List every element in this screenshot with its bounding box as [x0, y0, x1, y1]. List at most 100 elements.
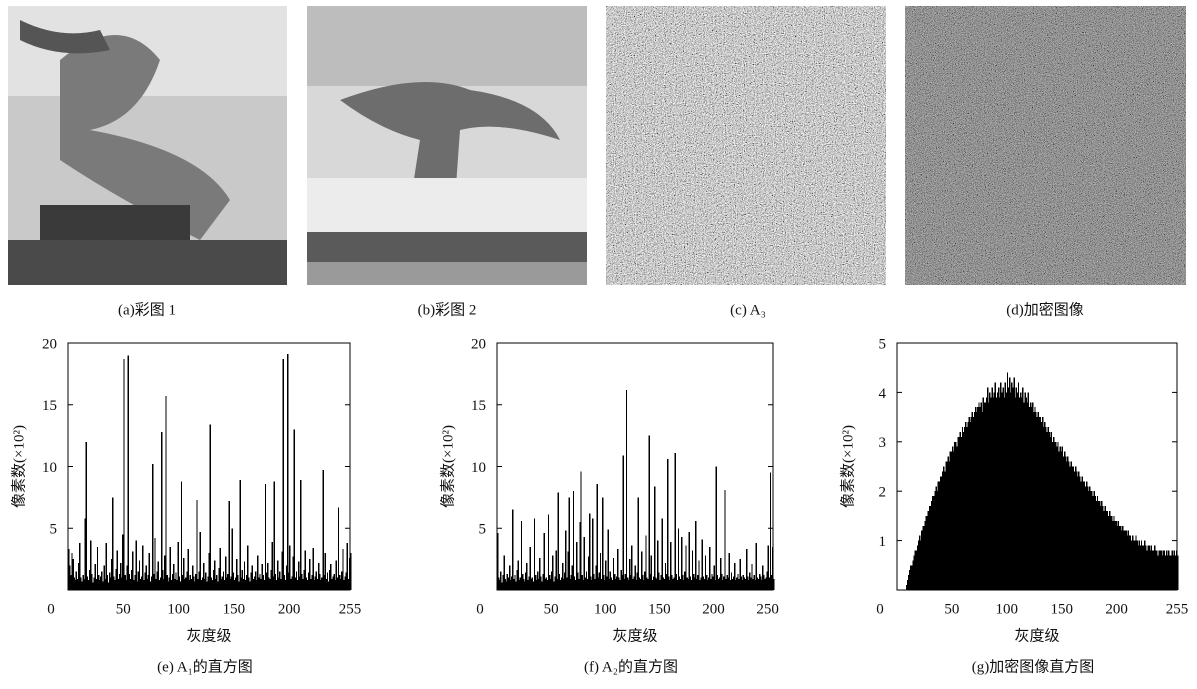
bar: [138, 560, 141, 590]
bar: [1018, 397, 1021, 590]
bar: [773, 578, 775, 590]
bar: [1026, 402, 1028, 590]
bar: [571, 565, 574, 590]
x-tick-label: 200: [1105, 601, 1128, 617]
bar: [514, 575, 516, 590]
bar: [188, 580, 190, 590]
bar: [129, 578, 132, 590]
bar: [546, 580, 549, 590]
bar: [985, 397, 988, 590]
bar: [1177, 555, 1179, 590]
bar: [280, 578, 282, 590]
bar: [969, 422, 971, 590]
bar: [252, 578, 255, 590]
bar: [613, 573, 616, 590]
bar: [343, 580, 345, 590]
bar: [1044, 422, 1046, 590]
bar: [209, 424, 211, 590]
bar: [177, 541, 179, 590]
bar: [107, 582, 110, 590]
bar: [70, 575, 72, 590]
bar: [278, 577, 280, 590]
bar: [1035, 412, 1037, 590]
bar: [1029, 402, 1032, 590]
x-tick-label: 100: [167, 601, 190, 617]
bar: [645, 535, 647, 590]
bar: [943, 466, 945, 590]
bar: [731, 578, 734, 590]
bar: [89, 570, 91, 590]
bar: [763, 575, 765, 590]
bar: [217, 581, 219, 590]
bar: [230, 576, 232, 590]
bar: [979, 407, 981, 590]
bar: [330, 564, 332, 590]
bar: [581, 575, 583, 590]
bar: [719, 557, 722, 590]
bar: [970, 417, 972, 590]
bar: [74, 580, 77, 590]
bar: [1129, 535, 1132, 590]
bar: [1152, 550, 1155, 590]
bar: [1097, 501, 1100, 590]
bar: [1050, 431, 1053, 590]
bar: [756, 577, 759, 590]
bar: [748, 580, 750, 590]
bar: [962, 431, 965, 590]
bar: [290, 578, 292, 590]
bar: [557, 492, 559, 590]
bar: [683, 580, 685, 590]
bar: [231, 528, 234, 590]
bar: [767, 545, 769, 590]
bar: [993, 392, 996, 590]
bar: [1162, 550, 1165, 590]
bar: [550, 578, 552, 590]
bar: [261, 564, 263, 590]
bar: [289, 545, 291, 590]
bar: [81, 581, 83, 590]
image-c: [606, 6, 886, 285]
bar: [594, 578, 596, 590]
bar: [1084, 486, 1087, 590]
bar: [624, 573, 627, 590]
bar: [226, 577, 228, 590]
bar: [1019, 392, 1022, 590]
bar: [142, 545, 144, 590]
bar: [538, 578, 540, 590]
bar: [551, 571, 553, 590]
bar: [114, 580, 116, 590]
bar: [915, 550, 918, 590]
bar: [334, 580, 336, 590]
bar: [920, 540, 922, 590]
bar: [93, 577, 95, 590]
bar: [625, 389, 628, 590]
y-axis-label: 像素数(×10²): [10, 425, 27, 508]
bar: [638, 577, 641, 590]
bar: [1039, 417, 1042, 590]
bar: [950, 451, 953, 590]
bar: [1063, 451, 1066, 590]
x-axis-label: 灰度级: [186, 627, 231, 644]
bar: [1067, 456, 1069, 590]
bar: [678, 576, 681, 590]
bar: [582, 580, 584, 590]
bar: [158, 580, 161, 590]
bar: [972, 417, 975, 590]
bar: [113, 576, 115, 590]
bar: [77, 562, 80, 590]
bar: [572, 491, 575, 590]
bar: [674, 452, 676, 590]
bar: [1145, 545, 1147, 590]
bar: [605, 560, 607, 590]
bar: [982, 397, 985, 590]
bar: [268, 577, 270, 590]
bar: [717, 578, 720, 590]
bar: [597, 577, 600, 590]
bar: [1041, 417, 1044, 590]
bar: [1134, 540, 1136, 590]
bar: [1170, 555, 1172, 590]
bar: [682, 575, 684, 590]
bar: [274, 573, 277, 590]
bar: [552, 555, 554, 590]
bar: [984, 402, 987, 590]
